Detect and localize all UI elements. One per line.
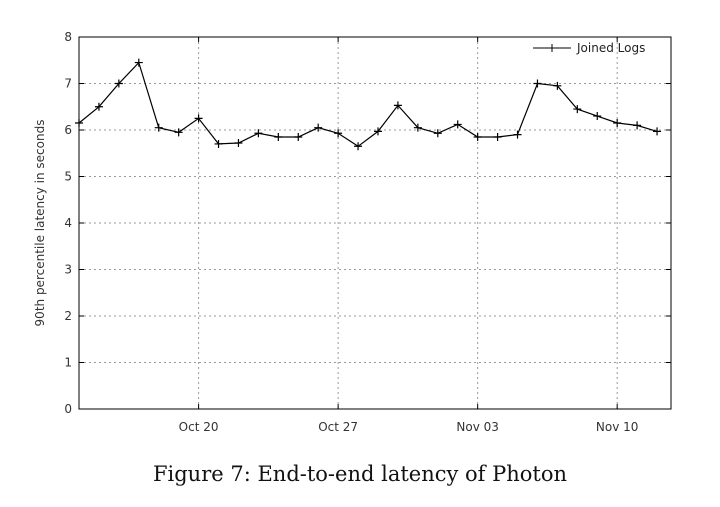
y-tick-label-8: 8 <box>64 30 72 44</box>
data-point-9 <box>254 129 263 138</box>
data-point-24 <box>553 81 562 90</box>
legend-marker-joined-logs <box>548 44 556 52</box>
data-point-13 <box>334 129 343 138</box>
latency-chart: 0 1 2 3 4 5 6 7 8 Oct 20 Oct 27 Nov 03 Nov 10 90th … <box>33 30 672 434</box>
data-point-0 <box>75 119 83 128</box>
data-point-29 <box>653 127 662 136</box>
data-point-22 <box>513 130 522 139</box>
figure-caption: Figure 7: End-to-end latency of Photon <box>152 462 568 486</box>
y-tick-label-4: 4 <box>64 216 72 230</box>
data-point-11 <box>294 132 303 141</box>
data-point-23 <box>533 79 542 88</box>
data-point-16 <box>393 101 402 110</box>
data-point-12 <box>314 123 323 132</box>
data-point-3 <box>134 58 143 67</box>
data-point-17 <box>413 123 422 132</box>
data-point-2 <box>114 79 123 88</box>
y-tick-label-3: 3 <box>64 263 72 277</box>
y-tick-label-5: 5 <box>64 170 72 184</box>
x-tick-label-1: Oct 27 <box>318 420 358 434</box>
y-tick-label-2: 2 <box>64 309 72 323</box>
data-point-5 <box>174 128 183 137</box>
data-point-8 <box>234 139 243 148</box>
grid <box>79 37 671 409</box>
y-tick-label-6: 6 <box>64 123 72 137</box>
legend-label-joined-logs: Joined Logs <box>576 41 645 55</box>
data-point-28 <box>633 121 642 130</box>
data-point-14 <box>354 142 363 151</box>
data-point-18 <box>433 129 442 138</box>
data-point-25 <box>573 105 582 114</box>
series-line-0 <box>78 61 658 148</box>
x-axis-ticks: Oct 20 Oct 27 Nov 03 Nov 10 <box>179 37 639 434</box>
data-point-6 <box>194 114 203 123</box>
y-tick-label-0: 0 <box>64 402 72 416</box>
data-point-27 <box>613 119 622 128</box>
data-point-7 <box>214 139 223 148</box>
data-point-26 <box>593 112 602 121</box>
data-point-1 <box>94 102 103 111</box>
legend: Joined Logs <box>533 41 645 55</box>
y-axis-ticks: 0 1 2 3 4 5 6 7 8 <box>64 30 671 416</box>
data-point-4 <box>154 123 163 132</box>
x-tick-label-2: Nov 03 <box>456 420 499 434</box>
data-point-21 <box>493 132 502 141</box>
y-tick-label-7: 7 <box>64 77 72 91</box>
data-point-19 <box>453 120 462 129</box>
data-point-10 <box>274 132 283 141</box>
x-tick-label-0: Oct 20 <box>179 420 219 434</box>
series <box>75 58 662 151</box>
data-point-15 <box>373 127 382 136</box>
x-tick-label-3: Nov 10 <box>596 420 639 434</box>
y-axis-title: 90th percentile latency in seconds <box>33 120 47 327</box>
data-point-20 <box>473 132 482 141</box>
y-tick-label-1: 1 <box>64 356 72 370</box>
